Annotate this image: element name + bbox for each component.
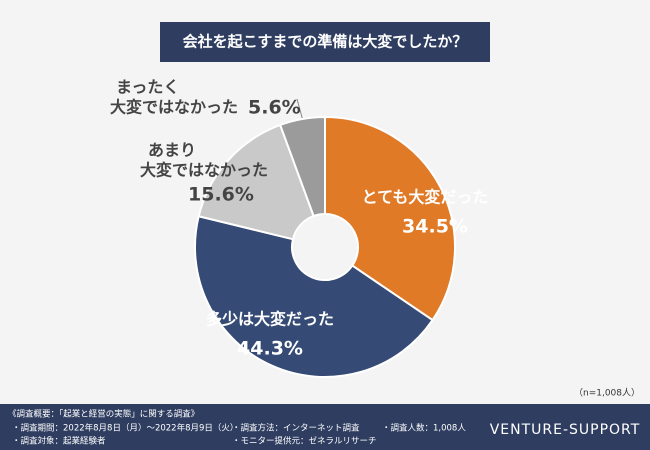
footer-target: ・調査対象：起業経験者 — [12, 436, 106, 447]
brand: VENTURE-SUPPORT — [490, 422, 641, 438]
slice-label: とても大変だった — [362, 188, 489, 207]
footer-heading: 《調査概要：「起業と経営の実態」に関する調査》 — [8, 409, 199, 420]
title-banner — [160, 22, 490, 62]
value-label: 15.6% — [188, 184, 254, 206]
footer-provider: ・モニター提供元：ゼネラルリサーチ — [232, 436, 377, 447]
donut-slice — [197, 123, 315, 241]
slice-label: まったく — [116, 78, 179, 97]
donut-slice — [278, 115, 326, 218]
slice-label: 大変ではなかった — [140, 161, 268, 180]
value-label: 34.5% — [402, 216, 468, 238]
footer-count: ・調査人数：1,008人 — [382, 423, 466, 434]
donut-slice — [324, 115, 456, 322]
footer-method: ・調査方法：インターネット調査 — [232, 423, 360, 434]
footer-band — [0, 404, 650, 450]
donut-slice — [194, 215, 434, 378]
slice-label: 大変ではなかった — [110, 98, 238, 117]
slice-label: 多少は大変だった — [206, 310, 334, 329]
value-label: 44.3% — [237, 338, 303, 360]
footer-period: ・調査期間：2022年8月8日（月）～2022年8月9日（火） — [12, 423, 238, 434]
sample-note: （n=1,008人） — [574, 388, 640, 399]
value-label: 5.6% — [248, 97, 301, 119]
chart-title: 会社を起こすまでの準備は大変でしたか？ — [183, 33, 468, 51]
leader-line — [296, 98, 304, 122]
slice-label: あまり — [148, 141, 196, 160]
